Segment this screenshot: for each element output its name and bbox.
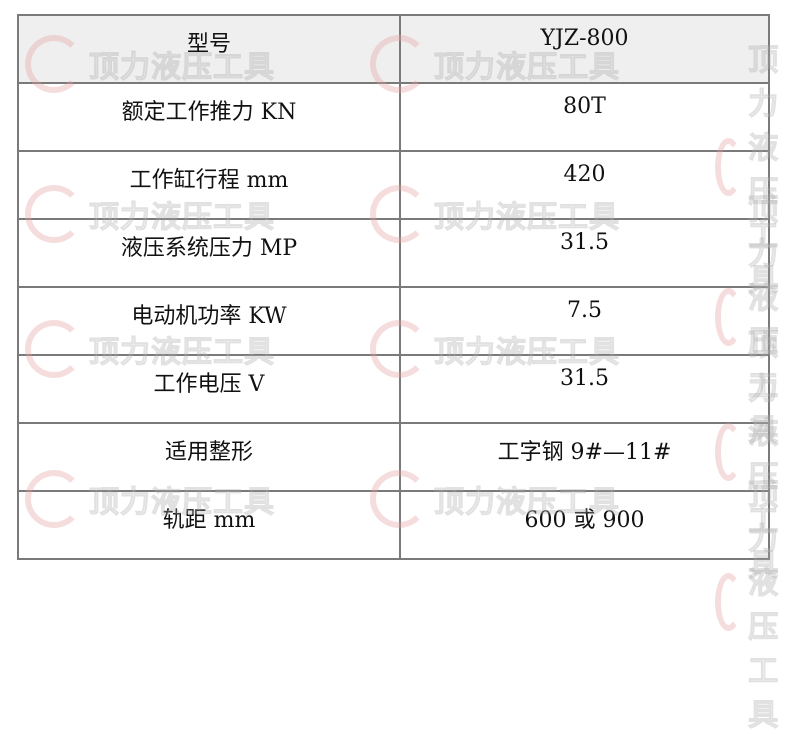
param-cell: 电动机功率 KW: [17, 286, 401, 356]
value-cell: 31.5: [399, 218, 770, 288]
param-cell: 轨距 mm: [17, 490, 401, 560]
table-row: 额定工作推力 KN 80T: [17, 82, 770, 152]
table-row: 电动机功率 KW 7.5: [17, 286, 770, 356]
value-cell: 工字钢 9#—11#: [399, 422, 770, 492]
value-cell: YJZ-800: [399, 14, 770, 84]
table-row: 轨距 mm 600 或 900: [17, 490, 770, 560]
table-row: 工作电压 V 31.5: [17, 354, 770, 424]
value-cell: 7.5: [399, 286, 770, 356]
value-cell: 31.5: [399, 354, 770, 424]
param-cell: 液压系统压力 MP: [17, 218, 401, 288]
watermark-logo-icon: [715, 573, 743, 631]
value-cell: 80T: [399, 82, 770, 152]
table-row: 工作缸行程 mm 420: [17, 150, 770, 220]
table-row: 适用整形 工字钢 9#—11#: [17, 422, 770, 492]
param-cell: 工作缸行程 mm: [17, 150, 401, 220]
table-row: 液压系统压力 MP 31.5: [17, 218, 770, 288]
param-cell: 适用整形: [17, 422, 401, 492]
param-cell: 工作电压 V: [17, 354, 401, 424]
value-cell: 600 或 900: [399, 490, 770, 560]
table-header-row: 型号 YJZ-800: [17, 14, 770, 84]
param-cell: 型号: [17, 14, 401, 84]
spec-table: 型号 YJZ-800 额定工作推力 KN 80T 工作缸行程 mm 420 液压系统压…: [17, 14, 770, 560]
value-cell: 420: [399, 150, 770, 220]
param-cell: 额定工作推力 KN: [17, 82, 401, 152]
